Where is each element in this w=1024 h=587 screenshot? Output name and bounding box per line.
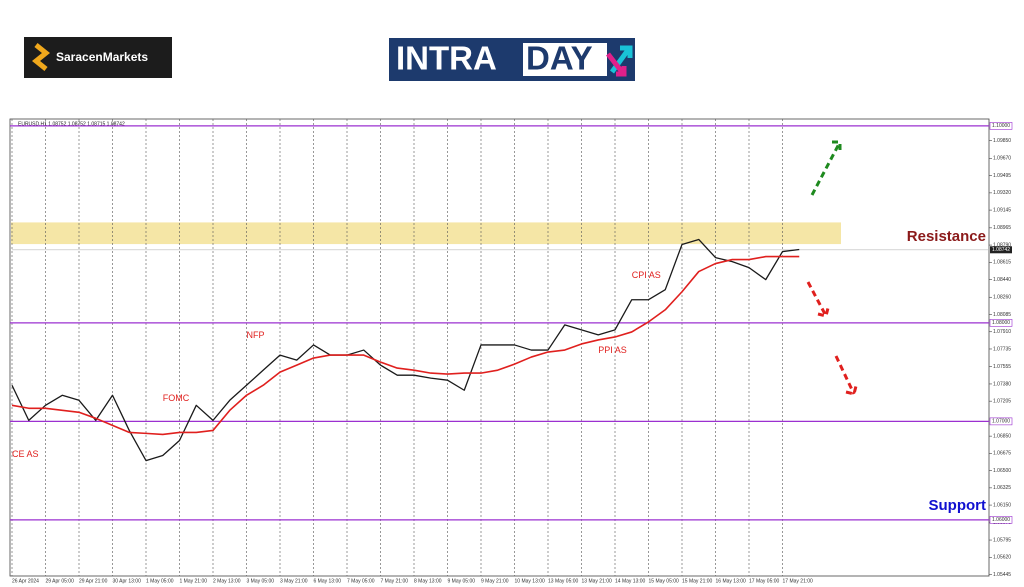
plot-frame bbox=[9, 118, 990, 577]
y-tick-label: 1.08260 bbox=[993, 295, 1011, 301]
y-tick-label: 1.09495 bbox=[993, 173, 1011, 179]
x-tick-label: 6 May 13:00 bbox=[314, 578, 342, 584]
x-tick-label: 3 May 21:00 bbox=[280, 578, 308, 584]
x-tick-label: 2 May 13:00 bbox=[213, 578, 241, 584]
x-tick-label: 29 Apr 21:00 bbox=[79, 578, 108, 584]
y-tick-label: 1.06500 bbox=[993, 468, 1011, 474]
logo-arrow-down bbox=[606, 52, 627, 77]
level-tag bbox=[989, 319, 1013, 327]
arrow-down bbox=[806, 281, 830, 318]
annotation: NFP bbox=[247, 330, 265, 340]
y-tick-label: 1.08790 bbox=[993, 242, 1011, 248]
arrow-up bbox=[810, 140, 842, 196]
x-tick-label: 17 May 05:00 bbox=[749, 578, 780, 584]
support-label: Support bbox=[929, 497, 987, 514]
level-label: 1.07000 bbox=[992, 419, 1010, 425]
level-tag bbox=[989, 122, 1013, 130]
y-tick-label: 1.07910 bbox=[993, 329, 1011, 335]
logo-inner bbox=[523, 43, 607, 76]
y-tick-label: 1.07380 bbox=[993, 381, 1011, 387]
annotation: PPI AS bbox=[598, 345, 627, 355]
y-tick-label: 1.08440 bbox=[993, 277, 1011, 283]
x-tick-label: 30 Apr 13:00 bbox=[113, 578, 142, 584]
current-price-label: 1.08742 bbox=[992, 247, 1010, 253]
annotation: CPI AS bbox=[632, 270, 661, 280]
level-tag bbox=[989, 417, 1013, 426]
symbol-header: EURUSD,H1 1.08752 1.08752 1.08715 1.0874… bbox=[18, 121, 125, 127]
y-tick-label: 1.06675 bbox=[993, 451, 1011, 457]
resistance-label: Resistance bbox=[907, 228, 986, 245]
x-tick-label: 16 May 13:00 bbox=[716, 578, 747, 584]
logo-left: INTRA bbox=[396, 40, 497, 77]
current-price-tag bbox=[990, 246, 1012, 254]
y-tick-label: 1.05445 bbox=[993, 572, 1011, 578]
brand-name: SaracenMarkets bbox=[56, 50, 148, 64]
y-tick-label: 1.09670 bbox=[993, 156, 1011, 162]
x-tick-label: 10 May 13:00 bbox=[515, 578, 546, 584]
resistance-zone bbox=[11, 222, 841, 245]
logo-right: DAY bbox=[526, 40, 593, 77]
x-tick-label: 7 May 05:00 bbox=[347, 578, 375, 584]
x-tick-label: 9 May 21:00 bbox=[481, 578, 509, 584]
y-tick-label: 1.08615 bbox=[993, 260, 1011, 266]
brand-icon bbox=[31, 43, 51, 71]
y-tick-label: 1.09145 bbox=[993, 207, 1011, 213]
annotation: FOMC bbox=[163, 393, 190, 403]
y-tick-label: 1.07205 bbox=[993, 399, 1011, 405]
x-tick-label: 17 May 21:00 bbox=[783, 578, 814, 584]
ma-line bbox=[11, 255, 800, 436]
level-label: 1.06000 bbox=[992, 517, 1010, 523]
level-tag bbox=[989, 516, 1013, 524]
brand-box bbox=[24, 37, 172, 78]
y-tick-label: 1.06325 bbox=[993, 485, 1011, 491]
level-label: 1.10000 bbox=[992, 123, 1010, 129]
y-tick-label: 1.09850 bbox=[993, 138, 1011, 144]
arrow-down bbox=[834, 355, 858, 396]
x-tick-label: 7 May 21:00 bbox=[381, 578, 409, 584]
y-tick-label: 1.05620 bbox=[993, 555, 1011, 561]
x-tick-label: 26 Apr 2024 bbox=[12, 578, 39, 584]
x-tick-label: 15 May 05:00 bbox=[649, 578, 680, 584]
x-tick-label: 3 May 05:00 bbox=[247, 578, 275, 584]
logo-arrow-up bbox=[609, 45, 633, 74]
x-tick-label: 1 May 05:00 bbox=[146, 578, 174, 584]
x-tick-label: 1 May 21:00 bbox=[180, 578, 208, 584]
y-tick-label: 1.06850 bbox=[993, 433, 1011, 439]
x-tick-label: 8 May 13:00 bbox=[414, 578, 442, 584]
x-tick-label: 9 May 05:00 bbox=[448, 578, 476, 584]
x-tick-label: 13 May 05:00 bbox=[548, 578, 579, 584]
x-tick-label: 29 Apr 05:00 bbox=[46, 578, 75, 584]
x-tick-label: 15 May 21:00 bbox=[682, 578, 713, 584]
x-tick-label: 13 May 21:00 bbox=[582, 578, 613, 584]
y-tick-label: 1.05795 bbox=[993, 537, 1011, 543]
level-label: 1.08000 bbox=[992, 320, 1010, 326]
y-tick-label: 1.08085 bbox=[993, 312, 1011, 318]
y-tick-label: 1.08965 bbox=[993, 225, 1011, 231]
x-tick-label: 14 May 13:00 bbox=[615, 578, 646, 584]
annotation: CE AS bbox=[12, 449, 39, 459]
y-tick-label: 1.06150 bbox=[993, 502, 1011, 508]
y-tick-label: 1.07555 bbox=[993, 364, 1011, 370]
y-tick-label: 1.07735 bbox=[993, 346, 1011, 352]
price-line bbox=[11, 238, 800, 462]
y-tick-label: 1.09320 bbox=[993, 190, 1011, 196]
